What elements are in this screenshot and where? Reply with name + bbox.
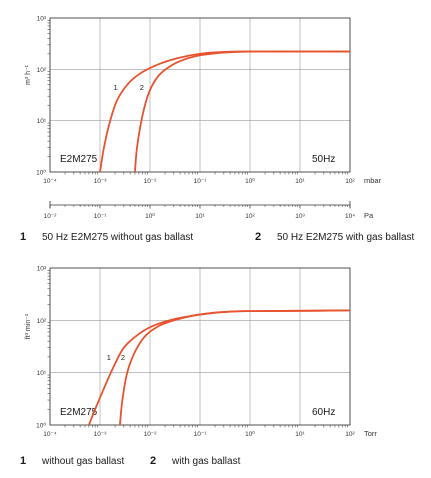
chart1-secondary-tick-label: 10² [245,213,255,220]
chart2-legend-text-1: without gas ballast [41,456,124,467]
chart2-curve-label-2: 2 [121,353,125,362]
chart2-x-tick-label: 10² [345,431,355,438]
chart1-y-tick-label: 10⁰ [36,169,46,177]
chart2-frequency-label: 60Hz [312,407,335,418]
chart2-legend-text-2: with gas ballast [171,456,241,467]
chart1-x-axis-label: mbar [364,176,382,185]
chart1-x-tick-label: 10² [345,178,355,185]
chart1-secondary-tick-label: 10⁴ [345,213,355,220]
chart2-x-axis-label: Torr [364,429,377,438]
chart2-x-tick-label: 10⁻¹ [194,431,208,438]
chart1-frequency-label: 50Hz [312,154,335,165]
chart2-legend-number-2: 2 [150,455,156,467]
chart1-y-tick-label: 10² [37,67,47,74]
chart2-x-tick-label: 10¹ [295,431,305,438]
chart1-plot-frame [49,17,351,173]
chart1-secondary-tick-label: 10³ [295,213,305,220]
chart1-y-tick-label: 10¹ [37,118,47,125]
chart1-x-tick-label: 10⁻² [144,178,158,185]
chart2-series-line-2 [119,309,350,425]
chart2-legend-number-1: 1 [20,455,26,467]
chart2-y-tick-label: 10² [37,318,47,325]
chart1-x-tick-label: 10⁻¹ [194,178,208,185]
chart2-plot-frame [49,267,351,426]
chart1-curve-label-2: 2 [140,83,144,92]
chart2-x-tick-label: 10⁻³ [94,431,108,438]
chart1-curve-label-1: 1 [113,83,117,92]
chart1-y-axis-label: m³ h⁻¹ [25,64,32,85]
chart1-x-tick-label: 10¹ [295,178,305,185]
chart1-secondary-tick-label: 10⁻¹ [94,213,108,220]
chart2-y-axis-label: ft³ min⁻¹ [25,313,32,339]
chart1-series-line-2 [134,50,350,172]
chart2-x-tick-label: 10⁰ [245,430,255,438]
chart1-secondary-axis-label: Pa [364,211,374,220]
chart2-curve-label-1: 1 [107,353,111,362]
chart2-y-tick-label: 10⁰ [36,422,46,430]
chart1-x-tick-label: 10⁰ [245,177,255,185]
chart1-legend-number-1: 1 [20,231,26,243]
chart1-legend-text-2: 50 Hz E2M275 with gas ballast [277,232,415,243]
chart2-y-tick-label: 10³ [37,266,47,273]
chart2-x-tick-label: 10⁻⁴ [43,431,57,438]
chart1-x-tick-label: 10⁻⁴ [43,178,57,185]
chart1-secondary-tick-label: 10⁻² [44,213,58,220]
chart1-secondary-tick-label: 10¹ [195,213,205,220]
chart2-y-tick-label: 10¹ [37,370,47,377]
chart1-x-tick-label: 10⁻³ [94,178,108,185]
chart2-x-tick-label: 10⁻² [144,431,158,438]
chart1-legend-text-1: 50 Hz E2M275 without gas ballast [42,232,193,243]
chart2-model-label: E2M275 [60,407,98,418]
chart1-legend-number-2: 2 [255,231,261,243]
chart1-model-label: E2M275 [60,154,98,165]
chart1-secondary-tick-label: 10⁰ [145,212,155,220]
chart1-y-tick-label: 10³ [37,16,47,23]
